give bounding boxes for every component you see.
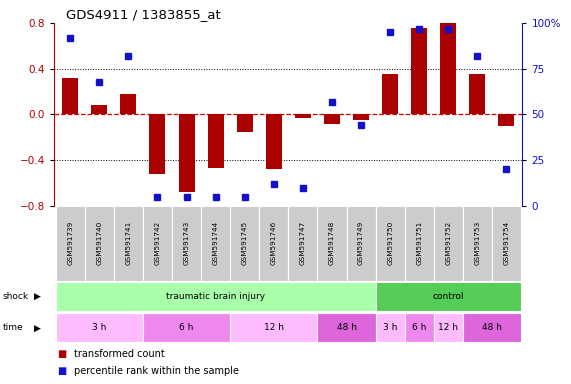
- Text: GSM591751: GSM591751: [416, 221, 422, 265]
- Text: 3 h: 3 h: [92, 323, 107, 333]
- Bar: [405, 206, 434, 281]
- Bar: [440, 21, 456, 114]
- Text: ▶: ▶: [34, 292, 41, 301]
- Text: GSM591753: GSM591753: [475, 221, 480, 265]
- Bar: [469, 74, 485, 114]
- Bar: [85, 206, 114, 281]
- Bar: [376, 313, 405, 343]
- Text: ▶: ▶: [34, 323, 41, 333]
- Text: 6 h: 6 h: [179, 323, 194, 333]
- Bar: [259, 206, 288, 281]
- Bar: [201, 206, 230, 281]
- Text: transformed count: transformed count: [74, 349, 165, 359]
- Bar: [411, 28, 427, 114]
- Text: GSM591747: GSM591747: [300, 221, 306, 265]
- Bar: [434, 313, 463, 343]
- Text: GSM591741: GSM591741: [126, 221, 131, 265]
- Bar: [172, 206, 201, 281]
- Bar: [237, 114, 253, 132]
- Text: GSM591740: GSM591740: [96, 221, 102, 265]
- Bar: [347, 206, 376, 281]
- Text: GSM591743: GSM591743: [183, 221, 190, 265]
- Text: control: control: [433, 292, 464, 301]
- Text: 48 h: 48 h: [482, 323, 502, 333]
- Bar: [143, 313, 230, 343]
- Text: GSM591748: GSM591748: [329, 221, 335, 265]
- Bar: [288, 206, 317, 281]
- Text: 12 h: 12 h: [439, 323, 459, 333]
- Bar: [498, 114, 514, 126]
- Text: GSM591754: GSM591754: [504, 221, 509, 265]
- Text: GSM591750: GSM591750: [387, 221, 393, 265]
- Bar: [120, 94, 136, 114]
- Bar: [266, 114, 282, 169]
- Text: GSM591742: GSM591742: [155, 221, 160, 265]
- Bar: [463, 206, 492, 281]
- Text: GSM591739: GSM591739: [67, 221, 73, 265]
- Bar: [56, 282, 376, 311]
- Text: shock: shock: [3, 292, 29, 301]
- Bar: [114, 206, 143, 281]
- Bar: [143, 206, 172, 281]
- Text: time: time: [3, 323, 23, 333]
- Bar: [492, 206, 521, 281]
- Text: 12 h: 12 h: [264, 323, 284, 333]
- Bar: [376, 206, 405, 281]
- Bar: [150, 114, 166, 174]
- Bar: [56, 206, 85, 281]
- Text: 6 h: 6 h: [412, 323, 427, 333]
- Bar: [230, 313, 317, 343]
- Text: GSM591744: GSM591744: [212, 221, 219, 265]
- Bar: [91, 105, 107, 114]
- Text: GDS4911 / 1383855_at: GDS4911 / 1383855_at: [66, 8, 220, 21]
- Text: ■: ■: [57, 349, 66, 359]
- Bar: [353, 114, 369, 120]
- Bar: [230, 206, 259, 281]
- Bar: [56, 313, 143, 343]
- Bar: [208, 114, 224, 168]
- Text: traumatic brain injury: traumatic brain injury: [166, 292, 265, 301]
- Text: percentile rank within the sample: percentile rank within the sample: [74, 366, 239, 376]
- Bar: [382, 74, 398, 114]
- Bar: [324, 114, 340, 124]
- Text: GSM591749: GSM591749: [358, 221, 364, 265]
- Bar: [463, 313, 521, 343]
- Text: GSM591752: GSM591752: [445, 221, 451, 265]
- Bar: [317, 206, 347, 281]
- Text: GSM591745: GSM591745: [242, 221, 248, 265]
- Text: ■: ■: [57, 366, 66, 376]
- Text: 48 h: 48 h: [336, 323, 356, 333]
- Text: GSM591746: GSM591746: [271, 221, 277, 265]
- Bar: [376, 282, 521, 311]
- Bar: [317, 313, 376, 343]
- Bar: [434, 206, 463, 281]
- Bar: [295, 114, 311, 118]
- Bar: [179, 114, 195, 192]
- Text: 3 h: 3 h: [383, 323, 397, 333]
- Bar: [405, 313, 434, 343]
- Bar: [62, 78, 78, 114]
